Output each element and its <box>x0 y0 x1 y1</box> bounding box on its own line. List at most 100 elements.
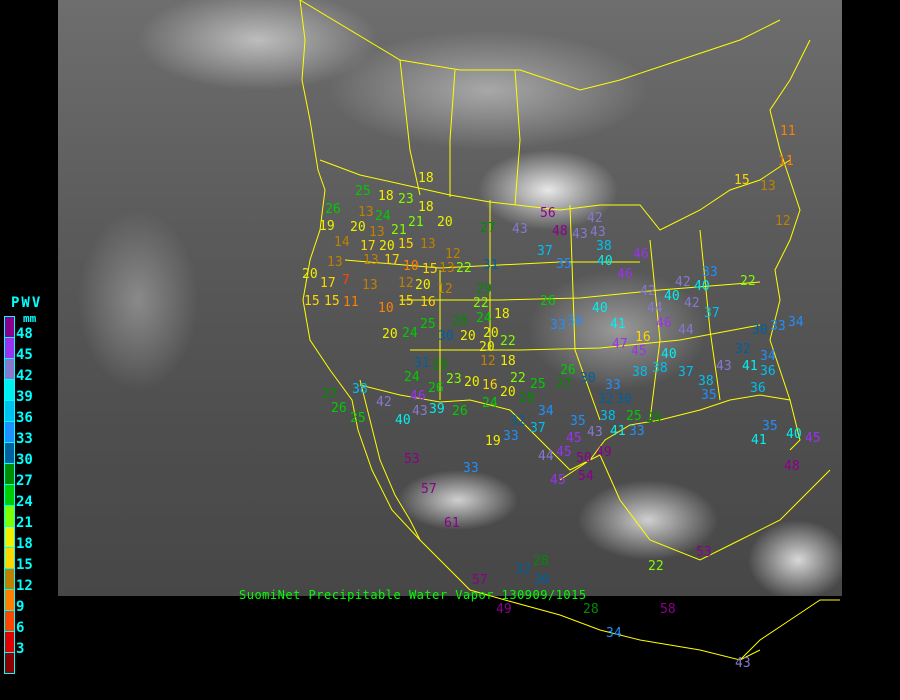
station-pwv-value: 38 <box>698 374 714 389</box>
station-pwv-value: 37 <box>678 365 694 380</box>
legend-tick: 21 <box>16 515 33 531</box>
station-pwv-value: 28 <box>452 314 468 329</box>
station-pwv-value: 18 <box>418 171 434 186</box>
us-canada-border <box>319 159 791 231</box>
station-pwv-value: 36 <box>760 364 776 379</box>
station-pwv-value: 25 <box>350 411 366 426</box>
station-pwv-value: 35 <box>570 414 586 429</box>
station-pwv-value: 36 <box>750 381 766 396</box>
station-pwv-value: 22 <box>500 334 516 349</box>
station-pwv-value: 37 <box>537 244 553 259</box>
station-pwv-value: 43 <box>716 359 732 374</box>
legend-swatch <box>5 401 14 422</box>
station-pwv-value: 14 <box>334 235 350 250</box>
station-pwv-value: 15 <box>734 173 750 188</box>
station-pwv-value: 40 <box>661 347 677 362</box>
station-pwv-value: 25 <box>626 409 642 424</box>
station-pwv-value: 12 <box>445 247 461 262</box>
legend-swatch <box>5 380 14 401</box>
legend-tick: 12 <box>16 578 33 594</box>
station-pwv-value: 32 <box>598 392 614 407</box>
station-pwv-value: 31 <box>414 356 430 371</box>
station-pwv-value: 17 <box>360 239 376 254</box>
station-pwv-value: 18 <box>418 200 434 215</box>
station-pwv-value: 35 <box>556 257 572 272</box>
station-pwv-value: 24 <box>476 311 492 326</box>
station-pwv-value: 13 <box>362 278 378 293</box>
station-pwv-value: 45 <box>805 431 821 446</box>
legend-swatch <box>5 485 14 506</box>
station-pwv-value: 34 <box>538 404 554 419</box>
station-pwv-value: 19 <box>319 219 335 234</box>
mexico-coast <box>599 454 831 561</box>
station-pwv-value: 34 <box>606 626 622 641</box>
station-pwv-value: 40 <box>694 279 710 294</box>
station-pwv-value: 42 <box>640 284 656 299</box>
station-pwv-value: 38 <box>632 365 648 380</box>
legend-tick: 24 <box>16 494 33 510</box>
station-pwv-value: 32 <box>510 414 526 429</box>
station-pwv-value: 19 <box>485 434 501 449</box>
station-pwv-value: 16 <box>420 295 436 310</box>
station-pwv-value: 34 <box>760 349 776 364</box>
station-pwv-value: 43 <box>512 222 528 237</box>
station-pwv-value: 22 <box>456 261 472 276</box>
station-pwv-value: 24 <box>404 370 420 385</box>
station-pwv-value: 49 <box>596 445 612 460</box>
station-pwv-value: 34 <box>567 314 583 329</box>
station-pwv-value: 15 <box>422 262 438 277</box>
station-pwv-value: 12 <box>398 276 414 291</box>
station-pwv-value: 21 <box>391 223 407 238</box>
station-pwv-value: 13 <box>420 237 436 252</box>
station-pwv-value: 17 <box>384 253 400 268</box>
station-pwv-value: 48 <box>784 459 800 474</box>
legend-swatch <box>5 359 14 380</box>
station-pwv-value: 16 <box>635 330 651 345</box>
baja <box>359 379 421 541</box>
station-pwv-value: 53 <box>404 452 420 467</box>
station-pwv-value: 46 <box>617 267 633 282</box>
station-pwv-value: 56 <box>540 206 556 221</box>
station-pwv-value: 12 <box>437 282 453 297</box>
station-pwv-value: 33 <box>770 319 786 334</box>
legend-tick: 15 <box>16 557 33 573</box>
map-caption: SuomiNet Precipitable Water Vapor 130909… <box>239 588 587 602</box>
state-line <box>699 229 721 401</box>
station-pwv-value: 23 <box>446 372 462 387</box>
station-pwv-value: 44 <box>678 323 694 338</box>
station-pwv-value: 24 <box>375 209 391 224</box>
station-pwv-value: 24 <box>402 326 418 341</box>
station-pwv-value: 35 <box>701 388 717 403</box>
station-pwv-value: 46 <box>410 389 426 404</box>
station-pwv-value: 12 <box>480 354 496 369</box>
station-pwv-value: 24 <box>482 396 498 411</box>
legend-swatch <box>5 443 14 464</box>
station-pwv-value: 22 <box>740 274 756 289</box>
station-pwv-value: 33 <box>629 424 645 439</box>
station-pwv-value: 41 <box>610 424 626 439</box>
station-pwv-value: 40 <box>395 413 411 428</box>
station-pwv-value: 20 <box>479 340 495 355</box>
station-pwv-value: 33 <box>702 265 718 280</box>
station-pwv-value: 54 <box>578 469 594 484</box>
station-pwv-value: 18 <box>500 354 516 369</box>
legend-tick: 42 <box>16 368 33 384</box>
legend-tick: 27 <box>16 473 33 489</box>
station-pwv-value: 18 <box>494 307 510 322</box>
station-pwv-value: 44 <box>538 449 554 464</box>
station-pwv-value: 43 <box>735 656 751 671</box>
station-pwv-value: 26 <box>325 202 341 217</box>
province-line <box>514 69 521 206</box>
legend-tick: 18 <box>16 536 33 552</box>
station-pwv-value: 40 <box>786 427 802 442</box>
station-pwv-value: 38 <box>652 361 668 376</box>
station-pwv-value: 37 <box>530 421 546 436</box>
color-scale-bar <box>4 316 15 674</box>
station-pwv-value: 57 <box>421 482 437 497</box>
legend-tick: 39 <box>16 389 33 405</box>
station-pwv-value: 16 <box>482 378 498 393</box>
station-pwv-value: 40 <box>592 301 608 316</box>
legend-swatch <box>5 569 14 590</box>
